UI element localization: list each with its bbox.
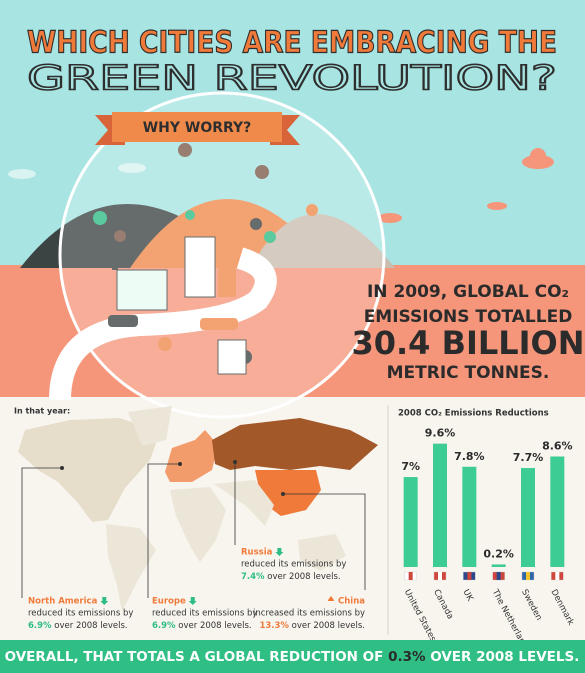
south-america: [106, 524, 156, 612]
asia-south: [214, 480, 274, 526]
region-line-end: over 2008 levels.: [178, 621, 251, 631]
clouds: [378, 148, 554, 223]
value-label: 7.8%: [454, 450, 485, 463]
map-title: In that year:: [14, 407, 70, 416]
globe: [58, 91, 386, 419]
region-name: North America: [28, 597, 98, 607]
region-line-end: over 2008 levels.: [292, 621, 365, 631]
connector-china: [283, 493, 366, 590]
title-line-2: GREEN REVOLUTION?: [27, 59, 557, 99]
connector-na: [21, 467, 62, 598]
region-line: 7.4% over 2008 levels.: [241, 572, 341, 582]
region-line-end: over 2008 levels.: [54, 621, 127, 631]
flag-detail: [555, 572, 560, 580]
bar: [433, 443, 447, 567]
region-name: China: [338, 597, 365, 607]
value-label: 0.2%: [483, 547, 514, 560]
value-label: 9.6%: [425, 427, 456, 440]
region-line: reduced its emissions by: [241, 560, 346, 570]
bar: [403, 477, 418, 567]
value-label: 8.6%: [542, 439, 573, 452]
region-amount: 13.3%: [259, 621, 289, 631]
bar: [491, 564, 506, 567]
north-america: [18, 418, 160, 522]
flag-detail: [467, 572, 472, 580]
tower-orange: [218, 247, 236, 297]
flag-detail: [408, 572, 413, 580]
footer-highlight: 0.3%: [388, 649, 426, 665]
region-line: increased its emissions by: [253, 609, 365, 619]
value-label: 7%: [401, 460, 420, 473]
shop: [217, 339, 247, 375]
footer-before: OVERALL, THAT TOTALS A GLOBAL REDUCTION …: [5, 649, 384, 665]
russia: [212, 418, 378, 470]
footer: [0, 640, 585, 673]
flag-detail: [496, 572, 501, 580]
region-name: Europe: [152, 597, 186, 607]
region-line: reduced its emissions by: [152, 609, 257, 619]
australia: [298, 534, 346, 571]
smoke: [114, 143, 269, 242]
bar: [550, 456, 565, 567]
trend-arrow: [275, 548, 284, 556]
headline-line-2: EMISSIONS TOTALLED: [364, 307, 573, 327]
footer-after: OVER 2008 LEVELS.: [430, 649, 579, 665]
banner-text: WHY WORRY?: [143, 120, 252, 136]
flag-detail: [438, 572, 442, 580]
value-label: 7.7%: [513, 451, 544, 464]
road: [49, 247, 277, 401]
region-amount: 6.9%: [152, 621, 176, 631]
europe: [165, 430, 218, 482]
chimney: [112, 240, 118, 270]
bar: [521, 468, 535, 567]
chart-title: 2008 CO₂ Emissions Reductions: [398, 409, 549, 419]
title-line-1: WHICH CITIES ARE EMBRACING THE: [27, 26, 557, 61]
headline-line-3: METRIC TONNES.: [387, 363, 550, 383]
footer-text: OVERALL, THAT TOTALS A GLOBAL REDUCTION …: [5, 649, 580, 665]
region-amount: 6.9%: [28, 621, 52, 631]
connector-dots: [60, 460, 285, 496]
region-line: reduced its emissions by: [28, 609, 133, 619]
white-clouds: [8, 163, 146, 179]
headline-big: 30.4 BILLION: [351, 324, 584, 362]
connector-europe: [147, 463, 180, 598]
trend-arrow: [100, 597, 109, 605]
headline: IN 2009, GLOBAL CO₂ EMISSIONS TOTALLED 3…: [351, 282, 584, 383]
banner: [112, 112, 282, 142]
trend-arrow: [328, 596, 334, 601]
region-line: 6.9% over 2008 levels.: [28, 621, 128, 631]
orange-trees: [158, 204, 318, 351]
car-orange: [200, 318, 238, 330]
greenland: [128, 406, 172, 446]
world-map: [18, 406, 378, 612]
connectors: [21, 462, 366, 598]
headline-line-1: IN 2009, GLOBAL CO₂: [367, 282, 569, 302]
taupe-hill: [250, 214, 395, 268]
region-line-end: over 2008 levels.: [267, 572, 340, 582]
region-notes: North America reduced its emissions by 6.9…: [28, 548, 365, 631]
trend-arrow: [188, 597, 197, 605]
factory: [116, 269, 168, 311]
trees: [93, 210, 276, 243]
bar: [462, 466, 477, 567]
africa: [170, 487, 226, 562]
region-line: 13.3% over 2008 levels.: [259, 621, 365, 631]
region-amount: 7.4%: [241, 572, 265, 582]
region-line: 6.9% over 2008 levels.: [152, 621, 252, 631]
region-name: Russia: [241, 548, 273, 558]
car-dark: [108, 315, 138, 327]
tower: [184, 236, 216, 298]
flag-detail: [526, 572, 530, 580]
